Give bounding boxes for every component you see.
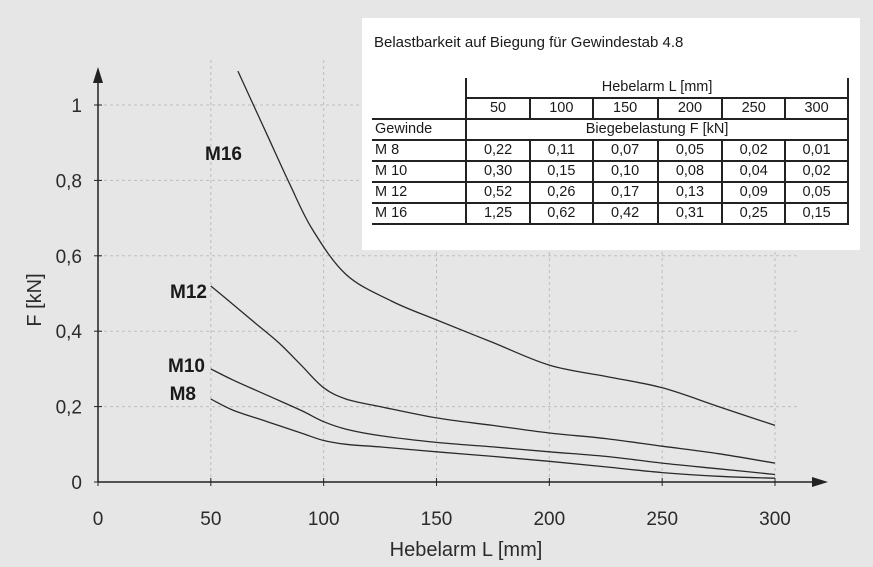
table-corner [372, 78, 466, 98]
y-axis-arrow [93, 67, 103, 83]
value-cell: 0,15 [528, 160, 593, 182]
series-line-m12 [210, 285, 776, 464]
table-header-row-values: 50 100 150 200 250 300 [372, 97, 849, 119]
value-cell: 0,07 [591, 139, 658, 161]
table-row: M 16 1,25 0,62 0,42 0,31 0,25 0,15 [372, 202, 849, 225]
thread-cell: M 8 [372, 139, 467, 161]
lever-value: 250 [721, 97, 786, 119]
table-corner-2 [372, 98, 466, 119]
value-cell: 0,08 [656, 160, 723, 182]
table-row: M 8 0,22 0,11 0,07 0,05 0,02 0,01 [372, 139, 849, 161]
thread-cell: M 10 [372, 160, 467, 182]
value-cell: 0,62 [528, 202, 593, 225]
load-table-panel: Belastbarkeit auf Biegung für Gewindesta… [362, 18, 860, 250]
value-cell: 0,22 [465, 139, 530, 161]
value-cell: 0,31 [656, 202, 723, 225]
value-cell: 0,05 [784, 181, 849, 203]
value-cell: 0,17 [591, 181, 658, 203]
y-tick-label: 0,4 [56, 322, 83, 343]
value-cell: 0,01 [784, 139, 849, 161]
value-cell: 0,26 [528, 181, 593, 203]
value-cell: 0,05 [656, 139, 723, 161]
y-tick-label: 1 [71, 96, 82, 117]
x-tick-label: 300 [759, 509, 791, 530]
lever-value: 50 [465, 97, 530, 119]
table-header-row-lever: Hebelarm L [mm] [372, 78, 849, 98]
table-row: M 12 0,52 0,26 0,17 0,13 0,09 0,05 [372, 181, 849, 203]
table-row: M 10 0,30 0,15 0,10 0,08 0,04 0,02 [372, 160, 849, 182]
thread-cell: M 12 [372, 181, 467, 203]
lever-value: 300 [784, 97, 849, 119]
axes [93, 67, 828, 487]
lever-value: 150 [591, 97, 658, 119]
table-header-row-load: Gewinde Biegebelastung F [kN] [372, 118, 849, 140]
series-lines [210, 70, 776, 479]
lever-header: Hebelarm L [mm] [465, 78, 849, 98]
value-cell: 0,10 [591, 160, 658, 182]
x-tick-label: 250 [646, 509, 678, 530]
thread-cell: M 16 [372, 202, 467, 225]
value-cell: 0,25 [721, 202, 786, 225]
value-cell: 1,25 [465, 202, 530, 225]
lever-value: 200 [656, 97, 723, 119]
value-cell: 0,02 [784, 160, 849, 182]
value-cell: 0,13 [656, 181, 723, 203]
x-axis-title: Hebelarm L [mm] [390, 539, 543, 561]
value-cell: 0,04 [721, 160, 786, 182]
value-cell: 0,09 [721, 181, 786, 203]
value-cell: 0,02 [721, 139, 786, 161]
value-cell: 0,15 [784, 202, 849, 225]
value-cell: 0,42 [591, 202, 658, 225]
value-cell: 0,11 [528, 139, 593, 161]
lever-value: 100 [528, 97, 593, 119]
series-line-m16 [237, 70, 776, 427]
load-header: Biegebelastung F [kN] [465, 118, 849, 140]
series-label-m8: M8 [170, 384, 196, 405]
x-tick-label: 0 [93, 509, 104, 530]
x-tick-label: 100 [308, 509, 340, 530]
x-tick-label: 200 [533, 509, 565, 530]
series-label-m16: M16 [205, 144, 242, 165]
series-labels: M16 M12 M10 M8 [168, 144, 242, 405]
x-axis-arrow [812, 477, 828, 487]
value-cell: 0,30 [465, 160, 530, 182]
series-line-m8 [210, 398, 776, 479]
x-tick-label: 150 [421, 509, 453, 530]
series-label-m12: M12 [170, 282, 207, 303]
y-axis-title: F [kN] [24, 273, 46, 326]
series-label-m10: M10 [168, 356, 205, 377]
load-table: Hebelarm L [mm] 50 100 150 200 250 300 G… [372, 78, 849, 225]
x-tick-label: 50 [200, 509, 221, 530]
thread-header: Gewinde [372, 118, 467, 140]
value-cell: 0,52 [465, 181, 530, 203]
y-tick-label: 0 [71, 473, 82, 494]
y-tick-label: 0,8 [56, 171, 82, 192]
y-tick-label: 0,2 [56, 398, 82, 419]
series-line-m10 [210, 368, 776, 476]
table-title: Belastbarkeit auf Biegung für Gewindesta… [374, 34, 684, 51]
y-tick-label: 0,6 [56, 247, 82, 268]
